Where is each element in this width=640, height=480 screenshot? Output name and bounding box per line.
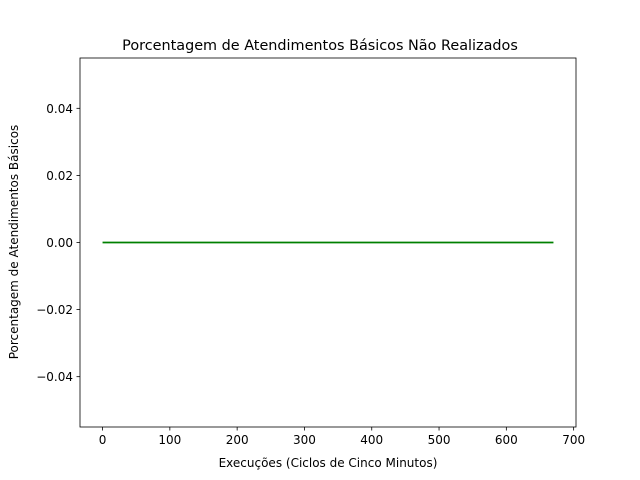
x-axis-ticks: 0 100 200 300 400 500 600 700 bbox=[99, 427, 585, 447]
y-axis-label: Porcentagem de Atendimentos Básicos bbox=[7, 125, 21, 360]
y-tick-label: −0.02 bbox=[36, 303, 73, 317]
x-axis-label: Execuções (Ciclos de Cinco Minutos) bbox=[219, 456, 438, 470]
x-tick-label: 100 bbox=[158, 433, 181, 447]
y-tick-label: 0.04 bbox=[46, 102, 73, 116]
x-tick-label: 0 bbox=[99, 433, 107, 447]
y-tick-label: 0.00 bbox=[46, 236, 73, 250]
x-tick-label: 700 bbox=[562, 433, 585, 447]
y-tick-label: −0.04 bbox=[36, 370, 73, 384]
x-tick-label: 300 bbox=[293, 433, 316, 447]
x-tick-label: 200 bbox=[226, 433, 249, 447]
y-tick-label: 0.02 bbox=[46, 169, 73, 183]
y-axis-ticks: −0.04 −0.02 0.00 0.02 0.04 bbox=[36, 102, 80, 384]
x-tick-label: 400 bbox=[360, 433, 383, 447]
chart-title: Porcentagem de Atendimentos Básicos Não … bbox=[122, 38, 518, 54]
x-tick-label: 500 bbox=[428, 433, 451, 447]
x-tick-label: 600 bbox=[495, 433, 518, 447]
